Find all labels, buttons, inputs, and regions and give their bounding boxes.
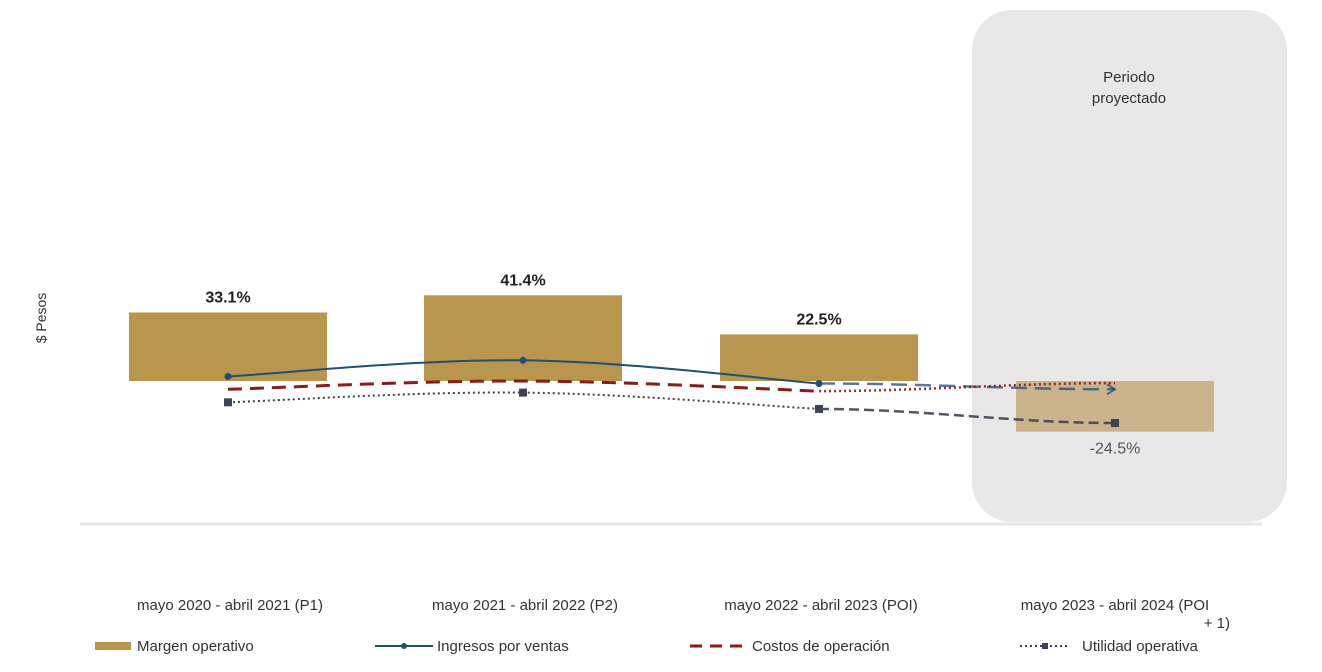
marker-ingresos-por-ventas-1: [224, 372, 232, 380]
arrow-ingresos-por-ventas-end: [1106, 383, 1117, 396]
marker-utilidad-operativa-3: [815, 404, 823, 413]
legend-marker-ingresos-por-ventas: [401, 643, 407, 649]
marker-ingresos-por-ventas-3: [815, 379, 823, 387]
x-tick-label-4-line2: + 1): [1204, 615, 1230, 632]
projected-period-label-line1: Periodo: [1103, 69, 1155, 86]
x-tick-label-4: mayo 2023 - abril 2024 (POI: [1021, 597, 1209, 614]
bar-data-label-1: 33.1%: [205, 289, 250, 306]
marker-utilidad-operativa-2: [519, 388, 527, 397]
line-utilidad-operativa-projected: [818, 407, 1116, 425]
bar-data-label-4: -24.5%: [1090, 441, 1141, 458]
legend-swatch-margen-operativo: [95, 642, 131, 650]
line-ingresos-por-ventas-projected: [818, 382, 1116, 391]
bar-margen-operativo-1: [129, 312, 327, 381]
marker-utilidad-operativa-1: [224, 398, 232, 407]
line-costos-de-operaci-n: [227, 379, 820, 393]
bar-labels-group: 33.1% 41.4% 22.5% -24.5%: [205, 272, 1140, 457]
bar-margen-operativo-2: [424, 295, 622, 381]
bar-data-label-3: 22.5%: [796, 311, 841, 328]
legend: Margen operativo Ingresos por ventas Costo…: [95, 638, 1199, 655]
y-axis-label: $ Pesos: [33, 293, 49, 344]
bar-margen-operativo-3: [720, 334, 918, 381]
legend-label-utilidad-operativa: Utilidad operativa: [1082, 638, 1199, 655]
x-tick-label-2: mayo 2021 - abril 2022 (P2): [432, 597, 618, 614]
legend-label-ingresos-por-ventas: Ingresos por ventas: [437, 638, 569, 655]
bar-data-label-2: 41.4%: [500, 272, 545, 289]
legend-marker-utilidad-operativa: [1042, 643, 1048, 649]
legend-label-margen-operativo: Margen operativo: [137, 638, 254, 655]
marker-utilidad-operativa-4: [1111, 419, 1119, 428]
lines-group: [224, 356, 1119, 428]
x-axis-ticks: mayo 2020 - abril 2021 (P1) mayo 2021 - a…: [137, 597, 1230, 632]
x-tick-label-1: mayo 2020 - abril 2021 (P1): [137, 597, 323, 614]
marker-ingresos-por-ventas-2: [519, 356, 527, 364]
projected-period-label-line2: proyectado: [1092, 90, 1166, 107]
legend-label-costos-de-operaci-n: Costos de operación: [752, 638, 890, 655]
x-tick-label-3: mayo 2022 - abril 2023 (POI): [724, 597, 917, 614]
